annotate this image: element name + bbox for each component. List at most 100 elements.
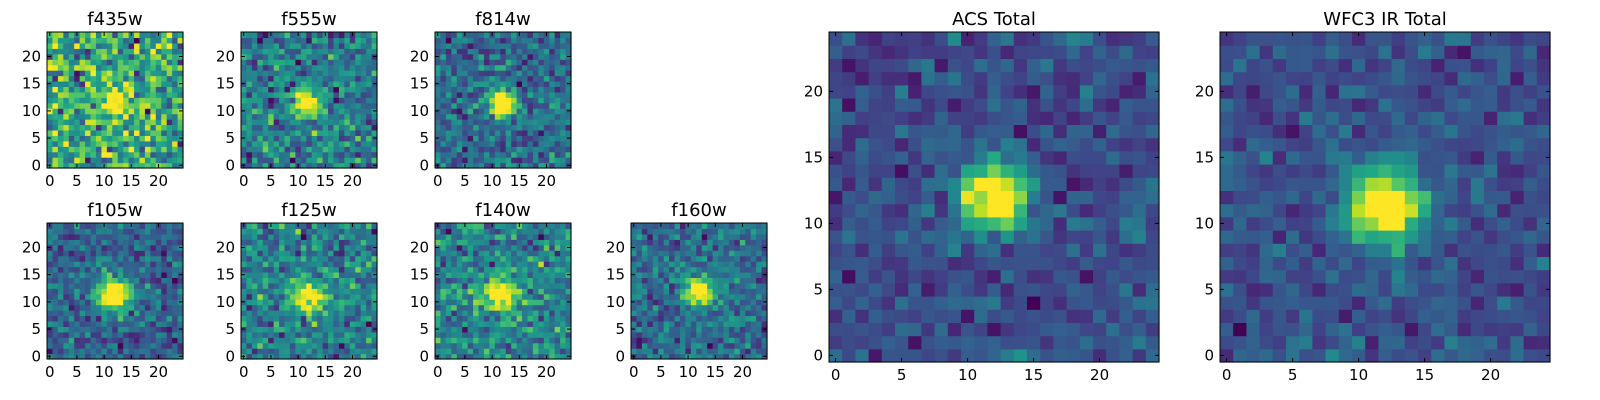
heatmap-cell bbox=[144, 244, 151, 251]
heatmap-cell bbox=[52, 233, 59, 240]
heatmap-cell bbox=[440, 266, 447, 273]
heatmap-cell bbox=[95, 348, 102, 355]
heatmap-cell bbox=[257, 59, 264, 66]
heatmap-cell bbox=[696, 353, 703, 360]
heatmap-cell bbox=[908, 190, 922, 205]
heatmap-cell bbox=[500, 53, 507, 60]
heatmap-cell bbox=[974, 348, 988, 363]
heatmap-cell bbox=[311, 146, 318, 153]
heatmap-cell bbox=[90, 124, 97, 131]
heatmap-cell bbox=[317, 239, 324, 246]
heatmap-cell bbox=[478, 70, 485, 77]
heatmap-cell bbox=[516, 129, 523, 136]
heatmap-cell bbox=[739, 250, 746, 257]
heatmap-cell bbox=[516, 326, 523, 333]
heatmap-cell bbox=[532, 233, 539, 240]
heatmap-cell bbox=[538, 250, 545, 257]
heatmap-cell bbox=[636, 348, 643, 355]
heatmap-cell bbox=[328, 97, 335, 104]
heatmap-cell bbox=[306, 304, 313, 311]
heatmap-cell bbox=[881, 230, 896, 244]
heatmap-cell bbox=[511, 353, 518, 360]
heatmap-cell bbox=[300, 299, 307, 306]
heatmap-cell bbox=[565, 223, 572, 230]
heatmap-cell bbox=[739, 239, 746, 246]
heatmap-cell bbox=[106, 250, 113, 257]
heatmap-cell bbox=[106, 32, 113, 39]
heatmap-cell bbox=[560, 113, 567, 120]
heatmap-cell bbox=[155, 80, 162, 87]
heatmap-cell bbox=[658, 288, 665, 295]
heatmap-cell bbox=[908, 177, 922, 191]
heatmap-cell bbox=[355, 353, 362, 360]
heatmap-cell bbox=[95, 162, 102, 169]
heatmap-cell bbox=[166, 75, 173, 82]
heatmap-cell bbox=[166, 293, 173, 300]
heatmap-cell bbox=[652, 326, 659, 333]
heatmap-cell bbox=[101, 261, 108, 268]
heatmap-cell bbox=[90, 108, 97, 115]
heatmap-cell bbox=[123, 97, 130, 104]
heatmap-cell bbox=[483, 282, 490, 289]
heatmap-cell bbox=[467, 326, 474, 333]
heatmap-cell bbox=[685, 255, 692, 262]
heatmap-cell bbox=[338, 80, 345, 87]
heatmap-cell bbox=[1145, 190, 1160, 205]
heatmap-cell bbox=[1132, 164, 1147, 178]
heatmap-cell bbox=[750, 288, 757, 295]
heatmap-cell bbox=[462, 342, 469, 349]
heatmap-cell bbox=[177, 75, 184, 82]
heatmap-cell bbox=[947, 164, 962, 178]
heatmap-cell bbox=[1013, 348, 1028, 363]
heatmap-cell bbox=[478, 86, 485, 93]
heatmap-cell bbox=[355, 80, 362, 87]
heatmap-cell bbox=[246, 342, 253, 349]
heatmap-cell bbox=[554, 342, 561, 349]
heatmap-cell bbox=[128, 250, 135, 257]
heatmap-cell bbox=[172, 162, 179, 169]
heatmap-cell bbox=[300, 310, 307, 317]
heatmap-cell bbox=[241, 91, 248, 98]
heatmap-cell bbox=[344, 315, 351, 322]
heatmap-cell bbox=[440, 342, 447, 349]
heatmap-cell bbox=[139, 59, 146, 66]
heatmap-cell bbox=[300, 32, 307, 39]
heatmap-cell bbox=[322, 97, 329, 104]
heatmap-cell bbox=[505, 348, 512, 355]
heatmap-cell bbox=[123, 53, 130, 60]
heatmap-cell bbox=[295, 48, 302, 55]
heatmap-cell bbox=[328, 48, 335, 55]
heatmap-cell bbox=[246, 337, 253, 344]
heatmap-cell bbox=[739, 271, 746, 278]
heatmap-cell bbox=[172, 75, 179, 82]
heatmap-cell bbox=[505, 75, 512, 82]
heatmap-cell bbox=[155, 135, 162, 142]
heatmap-cell bbox=[166, 70, 173, 77]
heatmap-cell bbox=[652, 353, 659, 360]
heatmap-cell bbox=[696, 304, 703, 311]
heatmap-cell bbox=[554, 326, 561, 333]
heatmap-cell bbox=[273, 53, 280, 60]
heatmap-cell bbox=[268, 113, 275, 120]
heatmap-cell bbox=[300, 124, 307, 131]
heatmap-cell bbox=[440, 293, 447, 300]
heatmap-cell bbox=[739, 266, 746, 273]
heatmap-cell bbox=[674, 223, 681, 230]
y-tick-label: 20 bbox=[216, 47, 235, 65]
heatmap-cell bbox=[1119, 269, 1134, 284]
heatmap-cell bbox=[445, 223, 452, 230]
heatmap-cell bbox=[451, 151, 458, 158]
heatmap-cell bbox=[306, 353, 313, 360]
heatmap-cell bbox=[371, 266, 378, 273]
heatmap-cell bbox=[246, 353, 253, 360]
heatmap-cell bbox=[647, 255, 654, 262]
heatmap-cell bbox=[445, 310, 452, 317]
heatmap-cell bbox=[47, 129, 54, 136]
heatmap-cell bbox=[636, 331, 643, 338]
heatmap-cell bbox=[322, 119, 329, 126]
heatmap-cell bbox=[489, 320, 496, 327]
heatmap-cell bbox=[338, 64, 345, 71]
heatmap-cell bbox=[241, 113, 248, 120]
heatmap-cell bbox=[538, 53, 545, 60]
heatmap-cell bbox=[360, 223, 367, 230]
